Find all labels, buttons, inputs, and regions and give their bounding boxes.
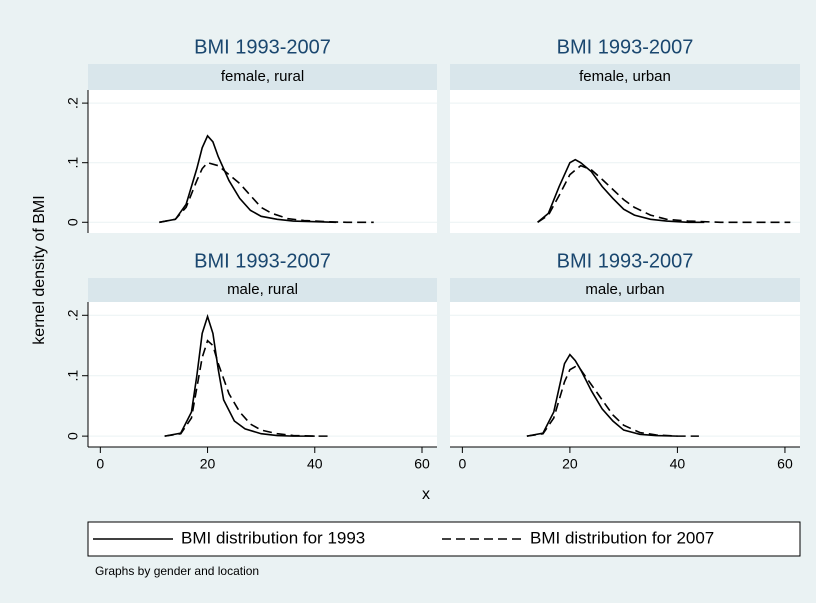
strip xyxy=(88,278,437,302)
y-axis-label: kernel density of BMI xyxy=(31,195,48,344)
y-tick-label: .1 xyxy=(65,370,81,382)
strip-label: male, rural xyxy=(227,281,298,298)
x-tick-label: 20 xyxy=(200,456,216,472)
strip xyxy=(450,278,800,302)
y-tick-label: 0 xyxy=(65,432,81,440)
y-tick-label: .2 xyxy=(65,97,81,109)
x-tick-label: 40 xyxy=(670,456,686,472)
strip xyxy=(88,64,437,90)
x-tick-label: 0 xyxy=(96,456,104,472)
note: Graphs by gender and location xyxy=(95,564,259,578)
legend-label: BMI distribution for 2007 xyxy=(530,528,714,547)
x-tick-label: 60 xyxy=(777,456,793,472)
strip-label: female, urban xyxy=(579,68,671,85)
strip xyxy=(450,64,800,90)
panel-title: BMI 1993-2007 xyxy=(194,250,331,272)
y-tick-label: .1 xyxy=(65,157,81,169)
y-tick-label: .2 xyxy=(65,309,81,321)
density-line xyxy=(537,158,705,224)
plot-area xyxy=(450,90,800,233)
x-tick-label: 60 xyxy=(414,456,430,472)
plot-area xyxy=(450,302,800,447)
x-tick-label: 20 xyxy=(562,456,578,472)
x-axis-label: x xyxy=(422,486,430,503)
strip-label: male, urban xyxy=(585,281,664,298)
density-line xyxy=(537,164,791,224)
x-tick-label: 0 xyxy=(458,456,466,472)
panel-title: BMI 1993-2007 xyxy=(557,250,694,272)
density-line xyxy=(164,313,315,437)
plot-area xyxy=(88,90,437,233)
plot-area xyxy=(88,302,437,447)
density-line xyxy=(164,339,331,437)
panel-title: BMI 1993-2007 xyxy=(557,36,694,58)
strip-label: female, rural xyxy=(221,68,304,85)
density-line xyxy=(526,365,699,437)
legend-label: BMI distribution for 1993 xyxy=(181,528,365,547)
panel-title: BMI 1993-2007 xyxy=(194,36,331,58)
density-line xyxy=(159,134,337,224)
y-tick-label: 0 xyxy=(65,218,81,226)
x-tick-label: 40 xyxy=(307,456,323,472)
